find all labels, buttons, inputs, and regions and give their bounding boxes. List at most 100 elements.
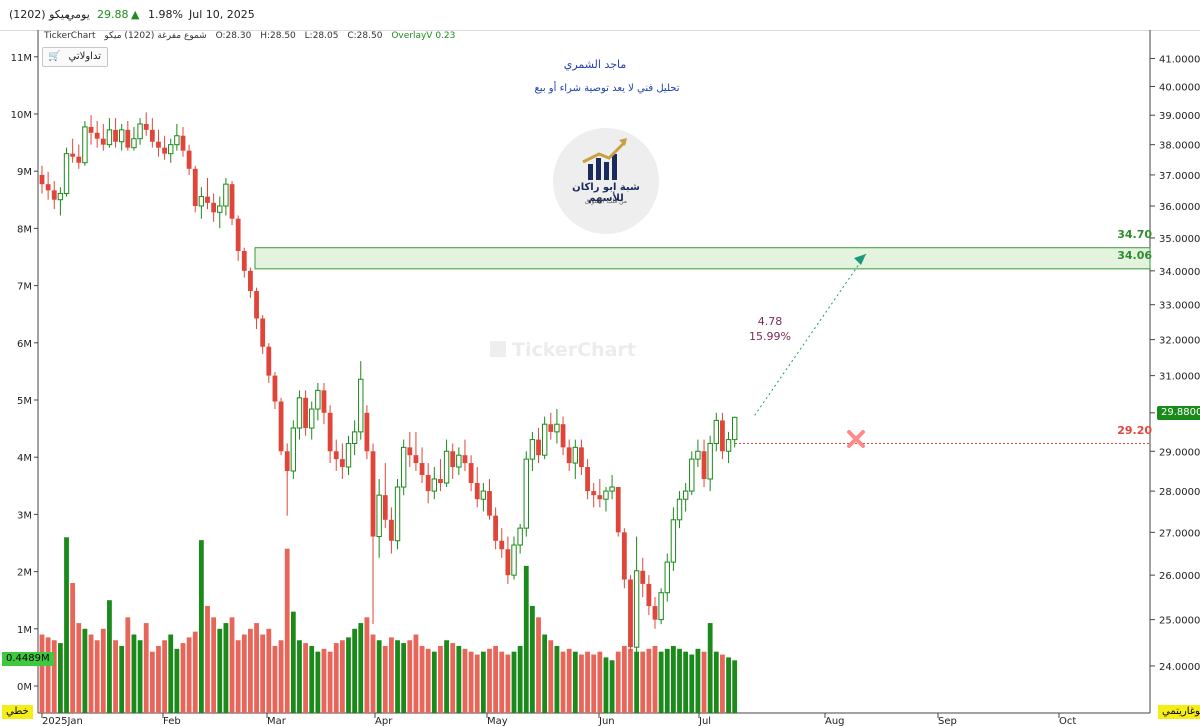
candle-body (707, 442, 713, 480)
candle-body (180, 135, 186, 151)
volume-bar (615, 651, 621, 713)
candle-body (321, 390, 327, 413)
my-trades-button[interactable]: 🛒 تداولاتي (42, 47, 108, 67)
candle-body (345, 442, 352, 468)
time-tick-label: Feb (163, 716, 181, 726)
volume-bar (572, 651, 578, 713)
volume-bar (670, 645, 676, 713)
candle-body (628, 579, 633, 648)
volume-bar (652, 645, 658, 713)
volume-bar (450, 643, 456, 713)
candle-body (284, 451, 290, 471)
candle-body (413, 455, 419, 464)
candle-body (131, 138, 137, 149)
author-name: ماجد الشمري (563, 58, 627, 71)
candle-body (248, 270, 253, 292)
volume-bar (646, 648, 652, 713)
volume-bar (223, 623, 229, 713)
volume-tick-label: 7M (17, 282, 32, 293)
period-label[interactable]: يومي (66, 8, 90, 21)
price-tick-label: 33.0000 (1159, 301, 1200, 312)
price-tick-label: 26.0000 (1159, 571, 1200, 582)
cart-icon: 🛒 (48, 51, 61, 62)
candle-body (670, 519, 677, 563)
volume-bar (186, 637, 192, 713)
candle-body (125, 129, 131, 148)
volume-bar (339, 640, 345, 713)
volume-bar (82, 628, 88, 713)
volume-value-tag: 0.4489M (2, 652, 54, 666)
volume-bar (695, 648, 701, 713)
candle-body (296, 397, 303, 429)
volume-bar (241, 634, 247, 713)
volume-bar (707, 623, 713, 713)
candle-body (407, 447, 413, 456)
volume-bar (260, 634, 266, 713)
candle-body (118, 129, 125, 143)
candle-body (621, 532, 627, 580)
candle-body (137, 123, 143, 140)
volume-tick-label: 1M (17, 625, 32, 636)
candle-body (309, 408, 315, 429)
time-tick-label: Jul (698, 716, 711, 726)
projection-value: 4.78 (757, 315, 783, 328)
quote-date: Jul 10, 2025 (189, 8, 255, 21)
candle-body (358, 378, 364, 433)
volume-bar (395, 640, 400, 713)
candle-body (529, 439, 536, 460)
candle-body (389, 519, 394, 541)
volume-bar (107, 600, 112, 713)
candle-body (585, 467, 590, 492)
watermark: TickerChart (512, 339, 636, 361)
volume-bar (425, 648, 431, 713)
last-price: 29.88 (97, 8, 129, 21)
overlay-value: OverlayV 0.23 (391, 31, 456, 41)
candle-body (511, 544, 517, 576)
candle-body (462, 455, 468, 464)
volume-bar (192, 631, 198, 713)
candle-body (579, 447, 584, 468)
candle-body (633, 570, 640, 648)
volume-bar (523, 565, 529, 713)
candle-body (572, 446, 579, 464)
volume-bar (254, 623, 259, 713)
volume-bar (480, 651, 486, 713)
right-scale-mode-tag[interactable]: لوغاريتمي (1158, 705, 1200, 719)
time-tick-label: Sep (938, 716, 957, 726)
volume-bar (530, 605, 535, 713)
volume-bar (413, 634, 419, 713)
volume-bar (689, 654, 695, 713)
volume-bar (732, 660, 738, 713)
volume-bars (39, 537, 738, 713)
candle-body (76, 156, 82, 163)
price-tick-label: 37.0000 (1159, 171, 1200, 182)
volume-bar (174, 648, 180, 713)
volume-bar (431, 651, 437, 713)
volume-bar (591, 654, 597, 713)
volume-bar (597, 651, 603, 713)
candle-body (689, 458, 695, 492)
ohlc-infobar: TickerChart شموع مفرغة (1202) ميكو O:28.… (44, 31, 461, 41)
candle-body (394, 486, 401, 542)
candle-body (566, 447, 572, 464)
candle-body (554, 423, 560, 433)
volume-bar (131, 634, 137, 713)
symbol-name[interactable]: ميكو (1202) (9, 8, 71, 21)
volume-bar (162, 640, 167, 713)
candle-body (88, 126, 94, 133)
projection-percent: 15.99% (749, 330, 791, 343)
up-arrow-icon: ▲ (131, 8, 140, 21)
volume-bar (266, 628, 272, 713)
last-price-tag: 29.8800 (1157, 406, 1200, 420)
logo-chart-icon (582, 138, 627, 180)
volume-bar (180, 643, 186, 713)
candle-body (609, 486, 615, 492)
candle-body (162, 147, 167, 154)
candle-body (186, 150, 192, 169)
left-scale-mode-tag[interactable]: خطي (2, 705, 33, 719)
candle-body (720, 420, 725, 452)
volume-bar (39, 634, 45, 713)
candle-body (217, 205, 223, 213)
volume-bar (554, 645, 560, 713)
